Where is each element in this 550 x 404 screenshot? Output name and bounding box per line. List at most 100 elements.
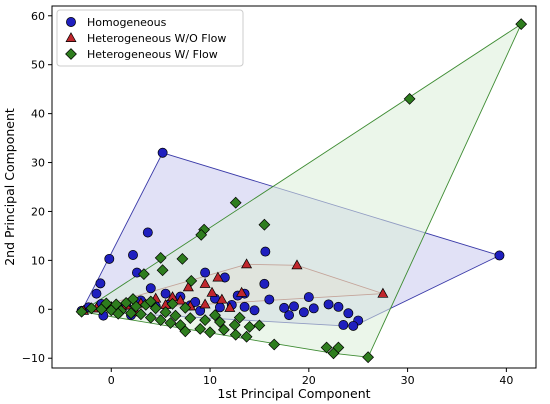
data-point	[125, 307, 137, 320]
data-point	[157, 147, 168, 158]
data-point	[174, 294, 186, 305]
data-point	[144, 311, 157, 324]
data-point	[333, 301, 344, 312]
data-point	[149, 302, 162, 315]
data-point	[100, 297, 113, 310]
data-point	[91, 288, 102, 299]
data-point	[154, 252, 167, 264]
y-axis-label: 2nd Principal Component	[2, 108, 17, 266]
data-point	[194, 323, 207, 335]
data-point	[112, 307, 125, 320]
y-tick-label: 50	[31, 59, 45, 72]
x-tick-label: 10	[203, 374, 217, 387]
legend-label: Heterogeneous W/ Flow	[87, 48, 218, 61]
data-point	[289, 301, 299, 312]
plot-frame	[51, 5, 537, 369]
data-point	[182, 281, 194, 292]
y-tick-label: 40	[31, 108, 45, 121]
data-point	[308, 303, 319, 314]
data-point	[156, 264, 169, 277]
data-point	[176, 253, 189, 265]
data-point	[233, 311, 246, 324]
data-point	[264, 294, 275, 305]
data-point	[206, 286, 218, 297]
data-point	[145, 283, 156, 294]
data-point	[253, 319, 266, 332]
data-point	[284, 310, 295, 321]
data-point	[291, 259, 303, 270]
data-point	[224, 301, 236, 312]
data-point	[200, 267, 211, 278]
x-tick-label: 0	[108, 374, 115, 387]
data-point	[142, 227, 153, 238]
x-tick-label: 20	[302, 374, 316, 387]
data-point	[343, 308, 354, 319]
data-point	[95, 278, 106, 289]
data-point	[199, 298, 211, 309]
data-point	[218, 323, 230, 336]
data-point	[258, 218, 271, 231]
series-2	[75, 18, 528, 364]
data-point	[166, 298, 179, 310]
data-point	[239, 301, 250, 312]
data-point	[138, 268, 150, 280]
data-point	[85, 302, 98, 315]
data-point	[179, 301, 192, 314]
data-point	[212, 271, 224, 282]
data-point	[199, 277, 211, 288]
legend-marker	[65, 32, 77, 42]
data-point	[144, 295, 157, 308]
data-point	[249, 305, 260, 316]
data-point	[164, 317, 177, 329]
data-point	[204, 326, 216, 339]
data-point	[332, 341, 345, 354]
data-point	[229, 328, 242, 341]
data-point	[160, 288, 171, 299]
data-point	[127, 293, 139, 305]
data-point	[154, 314, 167, 326]
data-point	[195, 305, 206, 316]
data-point	[135, 308, 147, 321]
legend-marker	[65, 48, 77, 60]
data-point	[185, 275, 198, 287]
scatter-points-layer	[75, 18, 528, 364]
data-point	[268, 338, 281, 351]
data-point	[377, 287, 389, 298]
y-tick-label: 20	[31, 205, 45, 218]
data-point	[195, 229, 208, 241]
x-axis-label: 1st Principal Component	[217, 386, 370, 401]
data-point	[169, 309, 182, 322]
y-tick-label: 10	[31, 254, 45, 267]
data-point	[228, 319, 241, 331]
data-point	[240, 258, 253, 269]
data-point	[303, 292, 314, 303]
data-point	[199, 314, 211, 326]
data-point	[338, 320, 349, 330]
legend-marker	[66, 17, 76, 27]
data-point	[184, 312, 197, 324]
data-point	[179, 325, 192, 338]
data-point	[104, 253, 115, 264]
data-point	[260, 246, 271, 257]
data-point	[320, 341, 333, 354]
legend-label: Homogeneous	[87, 16, 167, 29]
legend-box	[56, 9, 244, 67]
data-point	[362, 351, 374, 364]
data-point	[209, 309, 221, 322]
legend-label: Heterogeneous W/O Flow	[87, 32, 226, 45]
data-point	[323, 299, 334, 310]
legend: Homogeneous Heterogeneous W/O Flow Heterog…	[56, 9, 244, 67]
data-point	[298, 307, 309, 318]
data-point	[214, 302, 225, 313]
data-point	[229, 196, 242, 209]
data-point	[236, 286, 248, 297]
y-tick-label: 60	[31, 10, 45, 23]
data-point	[75, 305, 88, 318]
y-tick-label: 30	[31, 157, 45, 170]
data-point	[110, 298, 123, 311]
data-point	[259, 278, 270, 289]
data-point	[240, 330, 253, 343]
data-point	[279, 302, 290, 313]
data-point	[216, 293, 228, 304]
